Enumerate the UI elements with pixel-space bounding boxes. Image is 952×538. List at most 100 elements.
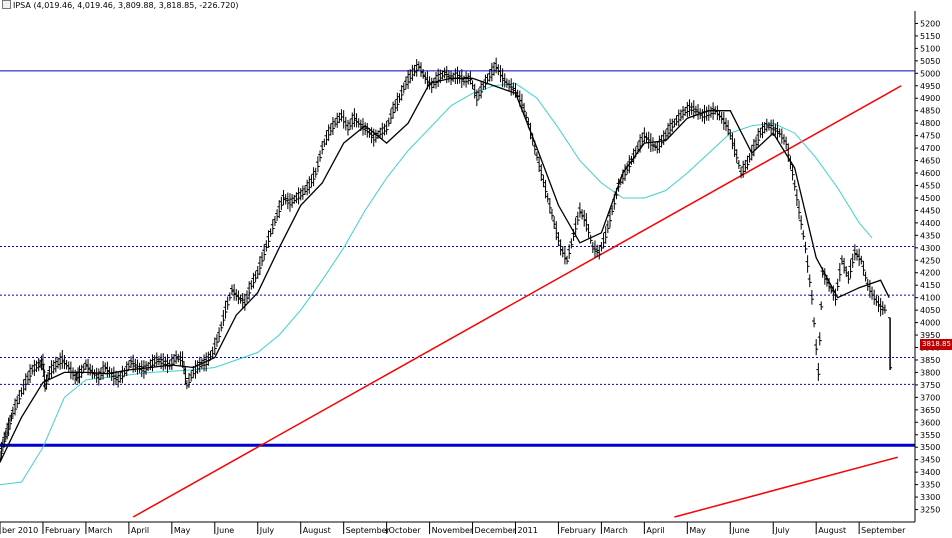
y-tick-label: 4400 (920, 219, 940, 228)
price-bar (44, 374, 49, 390)
x-tick-label: ber 2010 (2, 526, 38, 535)
y-tick-label: 4450 (920, 206, 940, 215)
last-price-badge: 3818.85 (920, 339, 952, 350)
price-bar (835, 278, 840, 292)
y-tick-label: 5000 (920, 69, 940, 78)
y-tick-label: 4100 (920, 294, 940, 303)
y-tick-label: 3550 (920, 431, 940, 440)
y-tick-label: 4800 (920, 119, 940, 128)
price-bar (28, 364, 33, 384)
price-bar (794, 188, 799, 207)
price-bar (848, 259, 853, 279)
price-bar (539, 164, 544, 182)
price-bar (756, 128, 761, 148)
price-bar (0, 441, 4, 460)
y-tick-label: 4350 (920, 231, 940, 240)
y-tick-label: 3800 (920, 368, 940, 377)
price-bar (805, 255, 810, 273)
slow-moving-average (0, 82, 873, 486)
price-bar (807, 274, 812, 288)
last-price-bar (888, 317, 893, 370)
y-tick-label: 4250 (920, 256, 940, 265)
price-bar (550, 208, 555, 220)
price-bar (567, 244, 572, 259)
y-tick-label: 4750 (920, 132, 940, 141)
price-bar (277, 200, 282, 219)
x-tick-label: 2011 (517, 526, 537, 535)
ticker-icon (2, 0, 11, 9)
price-bar (809, 289, 814, 305)
x-tick-label: August (818, 526, 846, 535)
x-tick-label: May (689, 526, 706, 535)
price-bar (569, 238, 574, 249)
y-tick-label: 5150 (920, 32, 940, 41)
x-tick-label: October (389, 526, 422, 535)
price-bar (575, 211, 580, 226)
price-bar (330, 117, 335, 136)
price-bar (882, 304, 887, 314)
y-tick-label: 4850 (920, 107, 940, 116)
x-tick-label: February (560, 526, 596, 535)
y-tick-label: 4200 (920, 269, 940, 278)
price-bar (479, 80, 484, 99)
price-bar (605, 220, 610, 234)
x-tick-label: June (216, 526, 235, 535)
y-tick-label: 4600 (920, 169, 940, 178)
price-bar (40, 353, 45, 371)
price-bar (833, 288, 838, 306)
x-tick-label: December (475, 526, 517, 535)
y-tick-label: 5050 (920, 57, 940, 66)
y-tick-label: 3950 (920, 331, 940, 340)
x-tick-label: September (861, 526, 906, 535)
price-bar (474, 89, 479, 107)
x-tick-label: February (45, 526, 81, 535)
price-bar (311, 167, 316, 187)
y-tick-label: 3300 (920, 493, 940, 502)
y-tick-label: 3750 (920, 381, 940, 390)
price-bar (318, 150, 323, 162)
price-bar (797, 200, 802, 220)
price-bar (8, 415, 13, 429)
price-bar (270, 219, 275, 234)
y-tick-label: 5200 (920, 19, 940, 28)
price-bar (247, 281, 252, 300)
y-tick-label: 3600 (920, 418, 940, 427)
price-bar (384, 120, 389, 135)
x-tick-label: June (731, 526, 750, 535)
x-tick-label: March (603, 526, 627, 535)
x-tick-label: September (346, 526, 391, 535)
price-bar (225, 296, 230, 310)
price-bar (320, 141, 325, 155)
price-bar (734, 149, 739, 163)
price-bar (221, 309, 226, 327)
y-tick-label: 3500 (920, 443, 940, 452)
y-tick-label: 3450 (920, 456, 940, 465)
x-tick-label: April (646, 526, 664, 535)
price-bar (13, 398, 18, 416)
price-bar (814, 339, 819, 356)
price-bar (597, 245, 602, 260)
y-tick-label: 4300 (920, 244, 940, 253)
price-bar (414, 59, 419, 77)
symbol-label: IPSA (13, 1, 31, 10)
price-bar (251, 272, 256, 289)
price-bar (223, 300, 228, 319)
price-bar (790, 164, 795, 181)
x-tick-label: November (432, 526, 474, 535)
price-bar (260, 251, 265, 267)
price-bar (0, 438, 5, 452)
y-tick-label: 3350 (920, 481, 940, 490)
price-bar (608, 208, 612, 228)
price-bar (565, 255, 570, 265)
y-tick-label: 3850 (920, 356, 940, 365)
y-tick-label: 4650 (920, 157, 940, 166)
x-tick-label: May (174, 526, 191, 535)
price-bar (603, 226, 608, 244)
price-bar (257, 256, 262, 276)
price-bar (861, 260, 866, 276)
price-bar (850, 253, 855, 268)
price-bar (217, 327, 222, 343)
price-bar (180, 351, 185, 368)
